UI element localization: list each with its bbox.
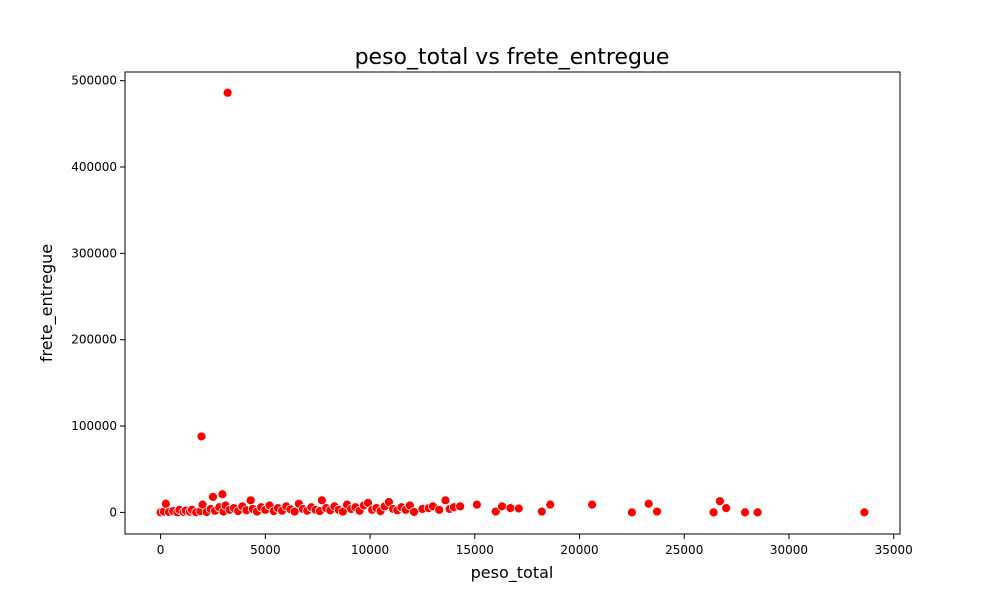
x-tick-label: 35000	[875, 543, 913, 557]
x-tick-label: 10000	[351, 543, 389, 557]
data-point	[440, 495, 451, 506]
data-point	[434, 504, 445, 515]
data-point	[587, 499, 597, 510]
y-tick-label: 0	[109, 505, 117, 519]
y-tick-label: 200000	[71, 333, 117, 347]
data-point	[859, 507, 870, 518]
data-point	[245, 495, 256, 506]
x-axis-title: peso_total	[471, 563, 554, 583]
data-point	[513, 503, 524, 514]
data-point	[197, 499, 208, 510]
y-tick-label: 400000	[71, 160, 117, 174]
data-point	[490, 506, 501, 517]
x-tick-label: 20000	[560, 543, 598, 557]
y-tick-label: 500000	[71, 74, 117, 88]
data-point	[471, 499, 482, 510]
data-point	[196, 431, 207, 442]
x-axis: 0 5000 10000 15000 20000 25000 30000 35000	[157, 534, 913, 557]
data-point	[652, 506, 662, 517]
x-tick-label: 0	[157, 543, 165, 557]
x-tick-label: 30000	[770, 543, 808, 557]
data-point	[708, 507, 719, 518]
data-point	[714, 496, 725, 507]
data-point	[160, 498, 171, 509]
plot-area	[124, 71, 901, 535]
data-point	[497, 501, 507, 512]
y-axis-title: frete_entregue	[37, 244, 57, 362]
y-axis: 0 100000 200000 300000 400000 500000	[71, 74, 125, 519]
chart-title: peso_total vs frete_entregue	[355, 45, 670, 70]
data-point	[505, 503, 516, 513]
data-point	[721, 503, 732, 513]
y-tick-label: 100000	[71, 419, 117, 433]
data-point	[752, 507, 763, 518]
data-point	[316, 495, 327, 506]
data-point	[217, 489, 228, 500]
data-point	[643, 498, 654, 509]
data-point	[626, 507, 637, 518]
data-point	[208, 491, 218, 502]
data-point	[409, 507, 419, 517]
data-point	[740, 507, 750, 518]
x-tick-label: 15000	[456, 543, 494, 557]
data-points	[155, 87, 870, 518]
y-tick-label: 300000	[71, 246, 117, 260]
x-tick-label: 25000	[665, 543, 703, 557]
data-point	[455, 501, 466, 512]
x-tick-label: 5000	[250, 543, 281, 557]
data-point	[222, 87, 233, 98]
data-point	[536, 506, 547, 517]
data-point	[545, 499, 556, 510]
